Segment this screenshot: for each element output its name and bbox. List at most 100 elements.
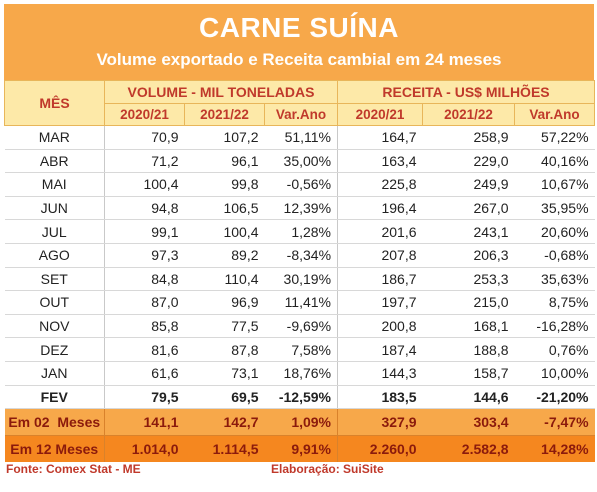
value-cell: 215,0 [422, 290, 515, 315]
header-col: 2020/21 [104, 103, 185, 126]
value-cell: -9,69% [264, 314, 339, 339]
value-cell: 71,2 [104, 149, 185, 174]
total-label-cell: Em 12 Meses [4, 435, 105, 463]
total-value-cell: 2.582,8 [422, 435, 515, 463]
value-cell: 163,4 [337, 149, 423, 174]
total-value-cell: 9,91% [264, 435, 339, 463]
month-cell: NOV [4, 314, 105, 339]
month-cell: ABR [4, 149, 105, 174]
total-value-cell: 1.014,0 [104, 435, 185, 463]
value-cell: 89,2 [184, 243, 265, 268]
value-cell: 40,16% [514, 149, 595, 174]
value-cell: 84,8 [104, 267, 185, 292]
value-cell: -0,68% [514, 243, 595, 268]
value-cell: 243,1 [422, 219, 515, 244]
total-value-cell: 2.260,0 [337, 435, 423, 463]
value-cell: -16,28% [514, 314, 595, 339]
value-cell: 10,00% [514, 361, 595, 386]
total-value-cell: -7,47% [514, 408, 595, 436]
total-value-cell: 327,9 [337, 408, 423, 436]
value-cell: 57,22% [514, 125, 595, 150]
value-cell: 35,00% [264, 149, 339, 174]
table-row: JUL 99,1 100,4 1,28% 201,6 243,1 20,60% [4, 219, 595, 244]
value-cell: -0,56% [264, 172, 339, 197]
value-cell: 144,6 [422, 385, 515, 410]
value-cell: 253,3 [422, 267, 515, 292]
value-cell: 107,2 [184, 125, 265, 150]
header-col: Var.Ano [263, 103, 339, 126]
value-cell: 10,67% [514, 172, 595, 197]
value-cell: 79,5 [104, 385, 185, 410]
value-cell: 168,1 [422, 314, 515, 339]
value-cell: -21,20% [514, 385, 595, 410]
value-cell: 187,4 [337, 337, 423, 362]
total-row: Em 12 Meses 1.014,0 1.114,5 9,91% 2.260,0 2.5… [4, 435, 595, 463]
value-cell: 18,76% [264, 361, 339, 386]
table-row: MAR 70,9 107,2 51,11% 164,7 258,9 57,22% [4, 125, 595, 150]
header-mes: MÊS [4, 80, 105, 126]
value-cell: 1,28% [264, 219, 339, 244]
total-value-cell: 14,28% [514, 435, 595, 463]
value-cell: 196,4 [337, 196, 423, 221]
value-cell: 20,60% [514, 219, 595, 244]
total-label-cell: Em 02 Meses [4, 408, 105, 436]
value-cell: 35,95% [514, 196, 595, 221]
total-value-cell: 303,4 [422, 408, 515, 436]
table-row: JUN 94,8 106,5 12,39% 196,4 267,0 35,95% [4, 196, 595, 221]
value-cell: 188,8 [422, 337, 515, 362]
month-cell: SET [4, 267, 105, 292]
value-cell: 8,75% [514, 290, 595, 315]
table-row: AGO 97,3 89,2 -8,34% 207,8 206,3 -0,68% [4, 243, 595, 268]
value-cell: 99,8 [184, 172, 265, 197]
data-table: MÊS VOLUME - MIL TONELADAS RECEITA - US$… [4, 80, 596, 463]
value-cell: 200,8 [337, 314, 423, 339]
total-value-cell: 141,1 [104, 408, 185, 436]
value-cell: 94,8 [104, 196, 185, 221]
value-cell: 7,58% [264, 337, 339, 362]
value-cell: 12,39% [264, 196, 339, 221]
month-cell: AGO [4, 243, 105, 268]
table-row: SET 84,8 110,4 30,19% 186,7 253,3 35,63% [4, 267, 595, 292]
value-cell: 73,1 [184, 361, 265, 386]
value-cell: 99,1 [104, 219, 185, 244]
month-cell: JUL [4, 219, 105, 244]
header-volume: VOLUME - MIL TONELADAS [103, 80, 339, 104]
value-cell: 70,9 [104, 125, 185, 150]
table-row: NOV 85,8 77,5 -9,69% 200,8 168,1 -16,28% [4, 314, 595, 339]
table-row: ABR 71,2 96,1 35,00% 163,4 229,0 40,16% [4, 149, 595, 174]
footer-credit: Elaboração: SuiSite [271, 462, 384, 476]
value-cell: 87,0 [104, 290, 185, 315]
value-cell: 87,8 [184, 337, 265, 362]
value-cell: 201,6 [337, 219, 423, 244]
value-cell: 81,6 [104, 337, 185, 362]
header-col: 2020/21 [337, 103, 424, 126]
value-cell: 158,7 [422, 361, 515, 386]
total-value-cell: 1.114,5 [184, 435, 265, 463]
value-cell: 207,8 [337, 243, 423, 268]
value-cell: 110,4 [184, 267, 265, 292]
value-cell: 249,9 [422, 172, 515, 197]
value-cell: 186,7 [337, 267, 423, 292]
value-cell: 197,7 [337, 290, 423, 315]
value-cell: 11,41% [264, 290, 339, 315]
header-col: 2021/22 [422, 103, 516, 126]
total-row: Em 02 Meses 141,1 142,7 1,09% 327,9 303,4 -7,4… [4, 408, 595, 436]
title-band: CARNE SUÍNA Volume exportado e Receita c… [4, 4, 594, 80]
value-cell: 77,5 [184, 314, 265, 339]
value-cell: 225,8 [337, 172, 423, 197]
header-row-years: 2020/21 2021/22 Var.Ano 2020/21 2021/22 … [5, 103, 596, 126]
value-cell: 183,5 [337, 385, 423, 410]
value-cell: 229,0 [422, 149, 515, 174]
value-cell: 96,1 [184, 149, 265, 174]
total-value-cell: 142,7 [184, 408, 265, 436]
value-cell: 144,3 [337, 361, 423, 386]
value-cell: 85,8 [104, 314, 185, 339]
value-cell: -8,34% [264, 243, 339, 268]
value-cell: 97,3 [104, 243, 185, 268]
value-cell: 267,0 [422, 196, 515, 221]
table-row: DEZ 81,6 87,8 7,58% 187,4 188,8 0,76% [4, 337, 595, 362]
export-table-frame: CARNE SUÍNA Volume exportado e Receita c… [4, 4, 596, 463]
value-cell: 69,5 [184, 385, 265, 410]
table-row: FEV 79,5 69,5 -12,59% 183,5 144,6 -21,20% [4, 385, 595, 410]
month-cell: FEV [4, 385, 105, 410]
